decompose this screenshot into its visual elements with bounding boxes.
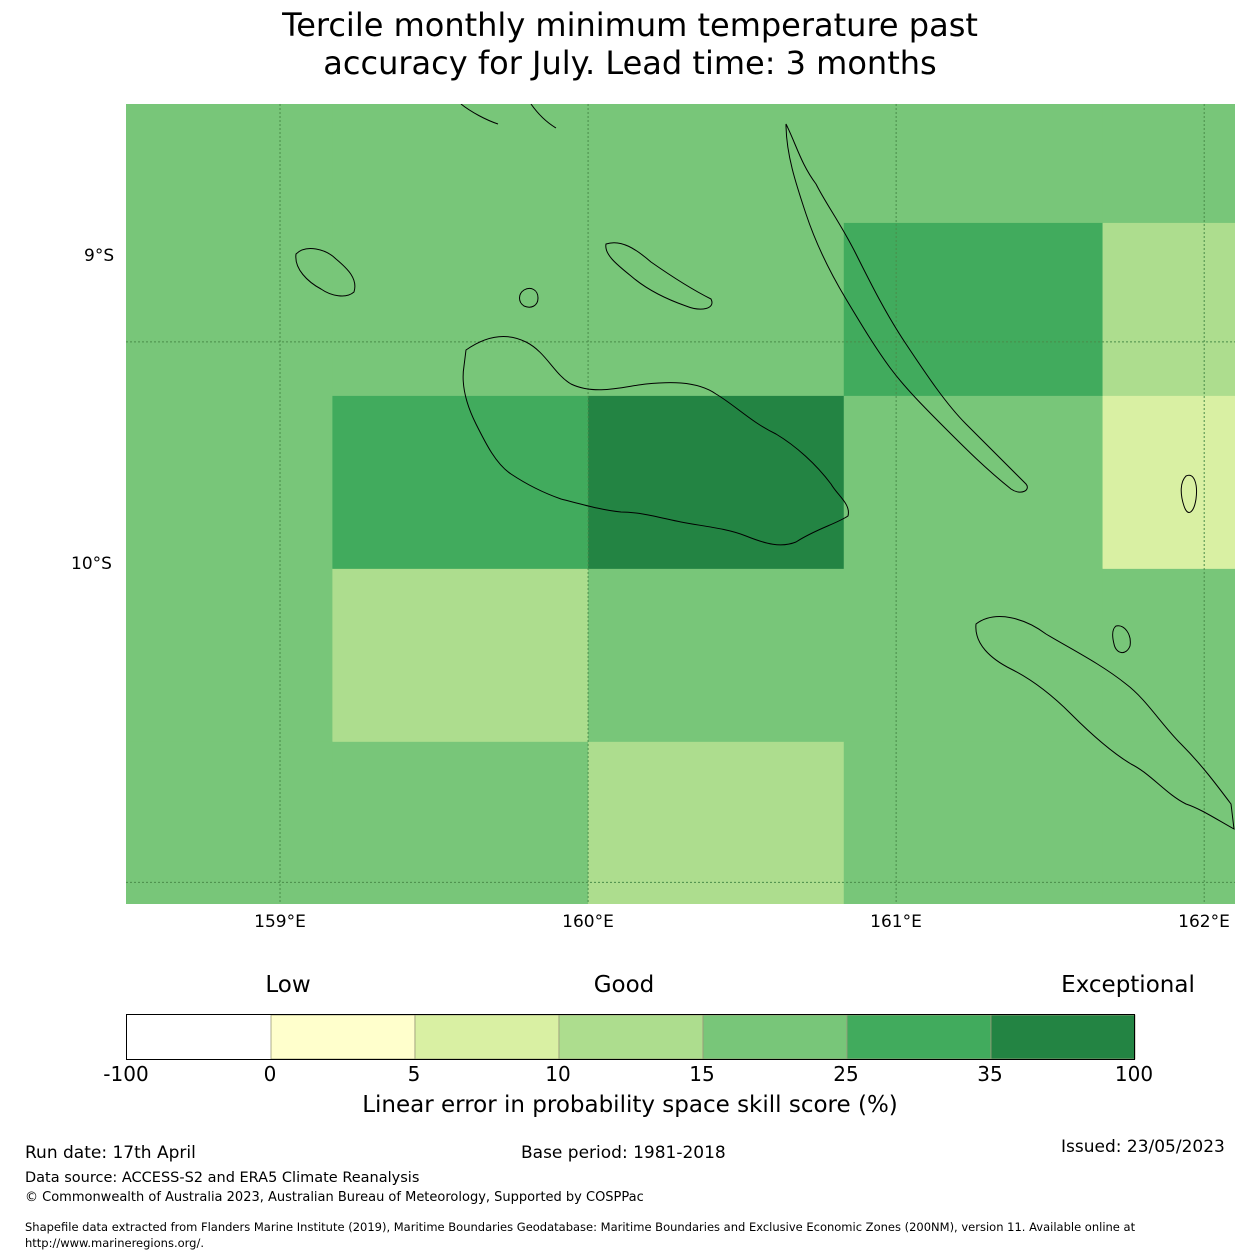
coastline-island-southeast [975, 616, 1235, 830]
coastline-island-east-tiny [1180, 474, 1197, 513]
issued-date: Issued: 23/05/2023 [1061, 1137, 1225, 1157]
skill-cell [1102, 222, 1235, 397]
base-period: Base period: 1981-2018 [521, 1143, 726, 1163]
coastline-island-northwest [295, 248, 356, 297]
lon-label-162e: 162°E [1178, 912, 1230, 932]
shapefile-credit-line-2: http://www.marineregions.org/. [25, 1236, 204, 1250]
colorbar-tick-5: 5 [407, 1062, 421, 1086]
skill-cell [126, 222, 333, 397]
skill-cell [126, 395, 333, 570]
colorbar-segment [990, 1014, 1136, 1060]
skill-map [126, 104, 1235, 904]
colorbar-category-low: Low [265, 972, 311, 998]
skill-cell [332, 395, 589, 570]
graticule-lines [126, 104, 1235, 904]
colorbar-tick-35: 35 [977, 1062, 1003, 1086]
skill-cell [1102, 741, 1235, 904]
coastline-north-edge [460, 104, 557, 129]
lon-label-160e: 160°E [562, 912, 614, 932]
coastline-island-round [519, 287, 539, 308]
title-line-1: Tercile monthly minimum temperature past [282, 6, 978, 44]
skill-cell [588, 222, 845, 397]
colorbar-border [126, 1014, 1135, 1060]
skill-cell [332, 104, 589, 224]
skill-cell [332, 568, 589, 743]
coastline-island-southeast-tiny [1112, 625, 1131, 653]
colorbar-category-good: Good [593, 972, 655, 998]
coastlines [295, 104, 1235, 830]
data-source: Data source: ACCESS-S2 and ERA5 Climate … [25, 1170, 420, 1186]
colorbar-segment [127, 1015, 271, 1059]
colorbar-tick-0: 0 [263, 1062, 277, 1086]
coastline-island-north-small [605, 242, 713, 310]
lat-label-9s: 9°S [84, 246, 115, 266]
skill-cell [332, 222, 589, 397]
skill-cell [126, 104, 333, 224]
lon-label-161e: 161°E [870, 912, 922, 932]
skill-grid-cells [126, 104, 1235, 904]
shapefile-credit-line-1: Shapefile data extracted from Flanders M… [25, 1220, 1136, 1234]
skill-cell [1102, 395, 1235, 570]
title-line-2: accuracy for July. Lead time: 3 months [323, 44, 937, 82]
skill-cell [588, 395, 845, 570]
colorbar-tick-100: 100 [1114, 1062, 1154, 1086]
skill-cell [126, 741, 333, 904]
colorbar [126, 1014, 1136, 1060]
skill-cell [843, 222, 1104, 397]
colorbar-tick-25: 25 [833, 1062, 859, 1086]
skill-cell [126, 568, 333, 743]
skill-cell [1102, 104, 1235, 224]
colorbar-label: Linear error in probability space skill … [362, 1092, 898, 1118]
skill-cell [843, 741, 1104, 904]
colorbar-tick-minus100: -100 [103, 1062, 149, 1086]
colorbar-category-exceptional: Exceptional [1061, 972, 1195, 998]
colorbar-tick-15: 15 [689, 1062, 715, 1086]
colorbar-segment [558, 1014, 704, 1060]
skill-cell [843, 568, 1104, 743]
skill-cell [588, 104, 845, 224]
skill-cell [1102, 568, 1235, 743]
colorbar-tick-10: 10 [545, 1062, 571, 1086]
skill-cell [588, 568, 845, 743]
lon-label-159e: 159°E [254, 912, 306, 932]
coastline-island-large [462, 336, 849, 546]
colorbar-segment [270, 1014, 416, 1060]
skill-cell [843, 104, 1104, 224]
colorbar-segment [702, 1014, 848, 1060]
copyright: © Commonwealth of Australia 2023, Austra… [25, 1190, 644, 1205]
map-title: Tercile monthly minimum temperature past… [0, 6, 1260, 82]
coastline-island-north-long [785, 123, 1028, 493]
skill-cell [843, 395, 1104, 570]
skill-cell [332, 741, 589, 904]
colorbar-segment [846, 1014, 992, 1060]
run-date: Run date: 17th April [25, 1143, 196, 1163]
colorbar-segment [414, 1014, 560, 1060]
skill-cell [588, 741, 845, 904]
lat-label-10s: 10°S [71, 554, 112, 574]
